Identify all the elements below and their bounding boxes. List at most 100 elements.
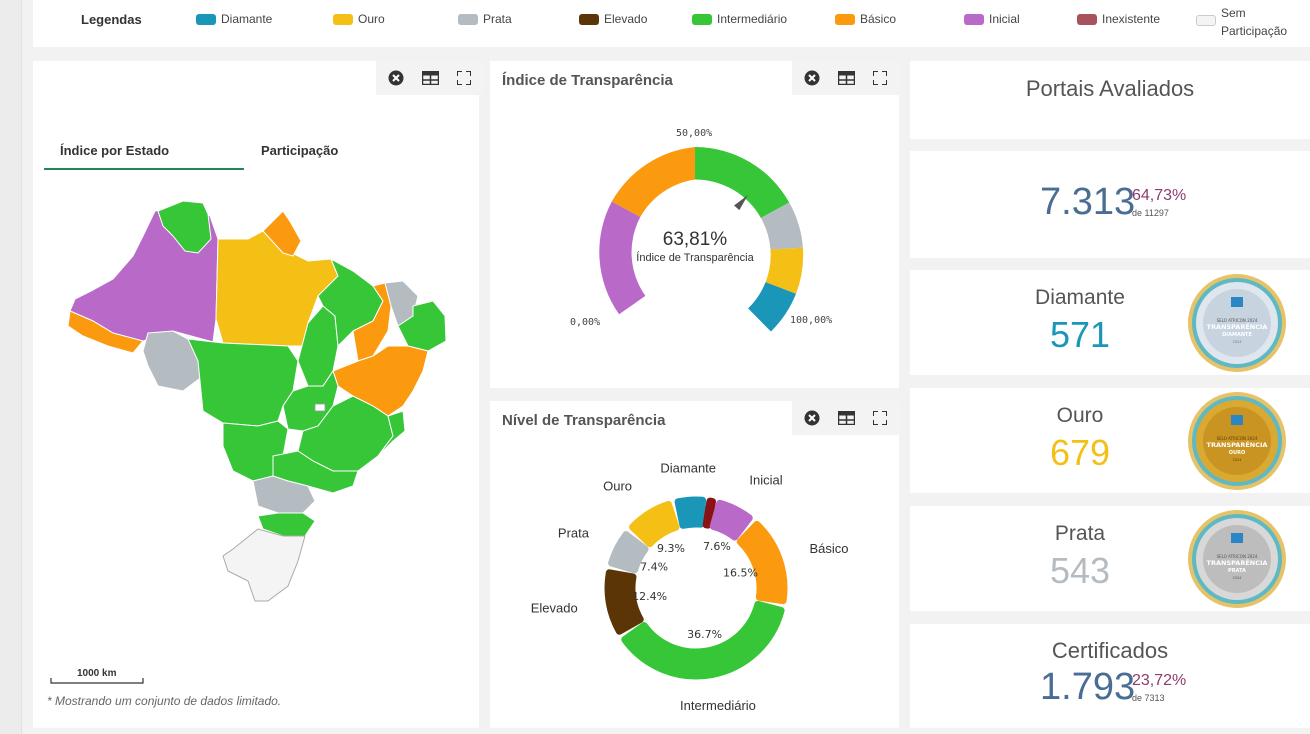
donut-pct-label: 16.5%	[723, 567, 758, 580]
gauge-band-diamante	[748, 282, 796, 332]
svg-text:TRANSPARÊNCIA: TRANSPARÊNCIA	[1207, 322, 1268, 331]
kpi-portais-title-card: Portais Avaliados	[910, 61, 1310, 139]
svg-text:SELO ATRICON 2024: SELO ATRICON 2024	[1217, 554, 1258, 559]
diamante-value: 571	[1049, 314, 1111, 355]
total-of: de 11297	[1132, 208, 1169, 218]
donut-category-label: Ouro	[603, 478, 632, 493]
legend-title: Legendas	[81, 12, 142, 27]
donut-segment[interactable]	[702, 497, 717, 529]
donut-pct-label: 7.4%	[640, 561, 668, 574]
gauge-needle	[734, 195, 748, 211]
legend-item-ouro[interactable]: Ouro	[333, 12, 385, 26]
swatch-diamante	[196, 14, 216, 25]
gauge-min-label: 0,00%	[570, 317, 601, 328]
table-view-icon[interactable]	[836, 408, 856, 428]
donut-segment-intermediário[interactable]	[621, 600, 785, 680]
gauge-max-label: 100,00%	[790, 315, 833, 326]
map-state-mt	[187, 338, 299, 427]
prata-value: 543	[1049, 550, 1111, 591]
tab-indice-por-estado[interactable]: Índice por Estado	[60, 143, 170, 158]
donut-segment-básico[interactable]	[736, 520, 788, 605]
table-view-icon[interactable]	[420, 68, 440, 88]
map-state-pr	[252, 475, 316, 514]
prata-medal-icon: SELO ATRICON 2024 TRANSPARÊNCIA PRATA 20…	[1188, 510, 1286, 608]
donut-category-label: Prata	[558, 526, 590, 541]
svg-text:SELO ATRICON 2024: SELO ATRICON 2024	[1217, 318, 1258, 323]
donut-pct-label: 12.4%	[632, 590, 667, 603]
donut-category-label: Elevado	[531, 600, 578, 615]
svg-text:2024: 2024	[1233, 340, 1243, 344]
close-icon[interactable]	[802, 408, 822, 428]
legend-item-elevado[interactable]: Elevado	[579, 12, 647, 26]
close-icon[interactable]	[802, 68, 822, 88]
donut-segment-prata[interactable]	[608, 531, 649, 574]
gauge-band-prata	[760, 202, 803, 250]
svg-text:2024: 2024	[1233, 576, 1243, 580]
legend-item-sem-participacao[interactable]: Sem Participação	[1196, 4, 1293, 40]
gauge-subtitle: Índice de Transparência	[636, 252, 754, 264]
map-state-ma	[317, 257, 384, 348]
legend-item-diamante[interactable]: Diamante	[196, 12, 272, 26]
donut-segment-diamante[interactable]	[674, 496, 707, 529]
legend-item-intermediario[interactable]: Intermediário	[692, 12, 787, 26]
svg-text:2024: 2024	[1233, 458, 1243, 462]
donut-category-label: Intermediário	[680, 698, 756, 713]
svg-text:TRANSPARÊNCIA: TRANSPARÊNCIA	[1207, 440, 1268, 449]
gauge-band-intermediario	[695, 147, 790, 218]
tab-participacao[interactable]: Participação	[261, 143, 339, 158]
swatch-intermediario	[692, 14, 712, 25]
gauge-toolbar	[792, 61, 900, 95]
donut-segment-inicial[interactable]	[709, 499, 753, 541]
swatch-basico	[835, 14, 855, 25]
donut-category-label: Básico	[809, 541, 848, 556]
map-state-df	[314, 403, 326, 412]
total-value: 7.313	[1040, 181, 1136, 223]
kpi-ouro-card: Ouro 679 SELO ATRICON 2024 TRANSPARÊNCIA…	[910, 388, 1310, 493]
map-state-es	[377, 410, 406, 457]
certificados-label: Certificados	[1051, 638, 1169, 663]
map-panel: Índice por Estado Participação	[33, 61, 484, 728]
svg-text:SELO ATRICON 2024: SELO ATRICON 2024	[1217, 436, 1258, 441]
ouro-label: Ouro	[1056, 404, 1104, 427]
swatch-inicial	[964, 14, 984, 25]
swatch-elevado	[579, 14, 599, 25]
map-state-go	[282, 369, 339, 432]
swatch-inexistente	[1077, 14, 1097, 25]
donut-panel: Nível de Transparência Diamante 7.6% Inici…	[490, 401, 900, 728]
donut-pct-label: 36.7%	[687, 628, 722, 641]
scale-bar	[50, 678, 144, 684]
diamante-label: Diamante	[1035, 286, 1125, 309]
legend-item-prata[interactable]: Prata	[458, 12, 512, 26]
map-toolbar	[376, 61, 484, 95]
legend-item-inicial[interactable]: Inicial	[964, 12, 1020, 26]
kpi-total-card: 7.313 64,73% de 11297	[910, 151, 1310, 258]
map-state-ac	[67, 310, 144, 354]
donut-category-label: Inicial	[749, 473, 782, 488]
certificados-value: 1.793	[1040, 666, 1136, 708]
certificados-pct: 23,72%	[1132, 672, 1187, 689]
gauge-title: Índice de Transparência	[502, 72, 673, 89]
donut-segment-elevado[interactable]	[604, 569, 644, 635]
legend-item-basico[interactable]: Básico	[835, 12, 896, 26]
legend-item-inexistente[interactable]: Inexistente	[1077, 12, 1160, 26]
svg-text:PRATA: PRATA	[1228, 568, 1246, 574]
left-edge	[0, 0, 22, 734]
close-icon[interactable]	[386, 68, 406, 88]
map-state-rr	[157, 200, 212, 254]
gauge-mid-label: 50,00%	[676, 128, 713, 139]
map-state-ap	[262, 210, 302, 257]
donut-title: Nível de Transparência	[502, 412, 666, 429]
diamante-medal-icon: SELO ATRICON 2024 TRANSPARÊNCIA DIAMANTE…	[1188, 274, 1286, 372]
swatch-ouro	[333, 14, 353, 25]
map-state-ba	[332, 345, 429, 417]
swatch-prata	[458, 14, 478, 25]
svg-text:TRANSPARÊNCIA: TRANSPARÊNCIA	[1207, 558, 1268, 567]
kpi-diamante-card: Diamante 571 SELO ATRICON 2024 TRANSPARÊ…	[910, 270, 1310, 375]
prata-label: Prata	[1054, 522, 1106, 545]
donut-pct-label: 7.6%	[703, 540, 731, 553]
ouro-medal-icon: SELO ATRICON 2024 TRANSPARÊNCIA OURO 202…	[1188, 392, 1286, 490]
donut-segment-ouro[interactable]	[629, 500, 680, 548]
donut-category-label: Diamante	[660, 460, 716, 475]
table-view-icon[interactable]	[836, 68, 856, 88]
swatch-sem-participacao	[1196, 15, 1216, 26]
